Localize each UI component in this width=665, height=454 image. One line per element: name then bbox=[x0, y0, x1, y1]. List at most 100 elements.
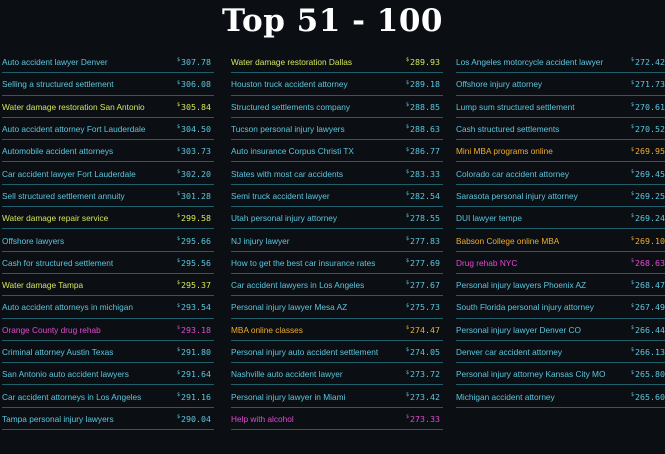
dollar-sign: $ bbox=[406, 168, 410, 175]
dollar-sign: $ bbox=[631, 280, 635, 287]
price-value: 269.25 bbox=[635, 190, 665, 201]
keyword-price: $269.95 bbox=[631, 146, 665, 156]
dollar-sign: $ bbox=[406, 324, 410, 331]
dollar-sign: $ bbox=[406, 235, 410, 242]
keyword-price: $267.49 bbox=[631, 302, 665, 312]
keyword-row: Cash structured settlements $270.52 bbox=[456, 119, 665, 141]
keyword-row: Water damage Tampa $295.37 bbox=[2, 275, 214, 297]
keyword-label: Automobile accident attorneys bbox=[2, 146, 114, 157]
keyword-price: $291.16 bbox=[177, 392, 211, 402]
dollar-sign: $ bbox=[406, 191, 410, 198]
dollar-sign: $ bbox=[406, 369, 410, 376]
dollar-sign: $ bbox=[631, 191, 635, 198]
keyword-row: Babson College online MBA $269.10 bbox=[456, 230, 665, 252]
keyword-price: $305.84 bbox=[177, 102, 211, 112]
price-value: 291.64 bbox=[181, 369, 211, 380]
keyword-row: Houston truck accident attorney $289.18 bbox=[231, 74, 443, 96]
keyword-label: San Antonio auto accident lawyers bbox=[2, 369, 129, 380]
keyword-row: Auto accident attorney Fort Lauderdale $3… bbox=[2, 119, 214, 141]
keyword-row: Auto accident lawyer Denver $307.78 bbox=[2, 52, 214, 74]
keyword-row: Utah personal injury attorney $278.55 bbox=[231, 208, 443, 230]
keyword-row: Drug rehab NYC $268.63 bbox=[456, 253, 665, 274]
keyword-price: $289.18 bbox=[406, 79, 440, 89]
keyword-price: $306.08 bbox=[177, 79, 211, 89]
dollar-sign: $ bbox=[177, 347, 181, 354]
keyword-label: Drug rehab NYC bbox=[456, 257, 518, 268]
price-value: 272.42 bbox=[635, 57, 665, 68]
price-value: 270.61 bbox=[635, 101, 665, 112]
keyword-price: $269.24 bbox=[631, 213, 665, 223]
keyword-label: NJ injury lawyer bbox=[231, 235, 290, 246]
dollar-sign: $ bbox=[631, 302, 635, 309]
keyword-row: Water damage restoration Dallas $289.93 bbox=[231, 52, 443, 74]
keyword-row: Personal injury lawyer in Miami $273.42 bbox=[231, 386, 443, 408]
dollar-sign: $ bbox=[406, 391, 410, 398]
keyword-label: Water damage Tampa bbox=[2, 280, 84, 291]
keyword-row: Lump sum structured settlement $270.61 bbox=[456, 97, 665, 118]
keyword-label: Tucson personal injury lawyers bbox=[231, 124, 345, 135]
price-value: 295.56 bbox=[181, 257, 211, 268]
keyword-label: Offshore injury attorney bbox=[456, 79, 543, 90]
price-value: 277.69 bbox=[410, 257, 440, 268]
keyword-label: Criminal attorney Austin Texas bbox=[2, 347, 114, 357]
dollar-sign: $ bbox=[177, 168, 181, 175]
dollar-sign: $ bbox=[631, 57, 635, 64]
price-value: 291.80 bbox=[181, 347, 211, 357]
keyword-row: Personal injury lawyers Phoenix AZ $268.4… bbox=[456, 275, 665, 297]
keyword-row: Water damage restoration San Antonio $305… bbox=[2, 97, 214, 118]
keyword-row: Mini MBA programs online $269.95 bbox=[456, 141, 665, 163]
price-value: 302.20 bbox=[181, 168, 211, 179]
keyword-row: Personal injury attorney Kansas City MO $… bbox=[456, 364, 665, 386]
price-value: 269.45 bbox=[635, 168, 665, 179]
price-value: 269.24 bbox=[635, 213, 665, 224]
dollar-sign: $ bbox=[177, 235, 181, 242]
keyword-price: $282.54 bbox=[406, 191, 440, 201]
keyword-price: $303.73 bbox=[177, 146, 211, 156]
keyword-price: $288.63 bbox=[406, 124, 440, 134]
keyword-label: Personal injury lawyer Denver CO bbox=[456, 324, 581, 335]
keyword-price: $290.04 bbox=[177, 414, 211, 424]
price-value: 277.67 bbox=[410, 280, 440, 291]
dollar-sign: $ bbox=[177, 258, 181, 265]
price-value: 266.13 bbox=[635, 347, 665, 357]
keyword-row: Car accident attorneys in Los Angeles $29… bbox=[2, 386, 214, 408]
keyword-price: $304.50 bbox=[177, 124, 211, 134]
keyword-price: $269.45 bbox=[631, 169, 665, 179]
dollar-sign: $ bbox=[631, 79, 635, 86]
keyword-row: Car accident lawyer Fort Lauderdale $302.… bbox=[2, 163, 214, 185]
keyword-row: NJ injury lawyer $277.83 bbox=[231, 230, 443, 252]
keyword-price: $274.05 bbox=[406, 347, 440, 357]
keyword-price: $265.80 bbox=[631, 369, 665, 379]
dollar-sign: $ bbox=[631, 235, 635, 242]
keyword-price: $271.73 bbox=[631, 79, 665, 89]
keyword-row: Help with alcohol $273.33 bbox=[231, 409, 443, 431]
keyword-label: Orange County drug rehab bbox=[2, 324, 101, 335]
keyword-row: Cash for structured settlement $295.56 bbox=[2, 253, 214, 274]
keyword-label: Los Angeles motorcycle accident lawyer bbox=[456, 57, 604, 68]
keyword-price: $293.18 bbox=[177, 325, 211, 335]
price-value: 303.73 bbox=[181, 146, 211, 157]
keyword-row: Semi truck accident lawyer $282.54 bbox=[231, 186, 443, 208]
keyword-row: Nashville auto accident lawyer $273.72 bbox=[231, 364, 443, 386]
keyword-price: $273.42 bbox=[406, 392, 440, 402]
keyword-label: Babson College online MBA bbox=[456, 235, 560, 246]
keyword-row: Orange County drug rehab $293.18 bbox=[2, 320, 214, 341]
price-value: 286.77 bbox=[410, 146, 440, 157]
keyword-row: Sarasota personal injury attorney $269.25 bbox=[456, 186, 665, 208]
keyword-price: $273.33 bbox=[406, 414, 440, 424]
page-title: Top 51 - 100 bbox=[222, 3, 443, 39]
keyword-row: Sell structured settlement annuity $301.2… bbox=[2, 186, 214, 208]
keyword-row: San Antonio auto accident lawyers $291.64 bbox=[2, 364, 214, 386]
price-value: 270.52 bbox=[635, 124, 665, 135]
keyword-price: $301.28 bbox=[177, 191, 211, 201]
price-value: 277.83 bbox=[410, 235, 440, 246]
dollar-sign: $ bbox=[177, 79, 181, 86]
price-value: 293.54 bbox=[181, 302, 211, 313]
keyword-price: $269.10 bbox=[631, 236, 665, 246]
dollar-sign: $ bbox=[631, 124, 635, 131]
keyword-label: Cash for structured settlement bbox=[2, 257, 114, 268]
price-value: 299.58 bbox=[181, 213, 211, 224]
keyword-row: How to get the best car insurance rates $… bbox=[231, 253, 443, 274]
keyword-row: Personal injury lawyer Denver CO $266.44 bbox=[456, 320, 665, 341]
keyword-price: $291.80 bbox=[177, 347, 211, 357]
